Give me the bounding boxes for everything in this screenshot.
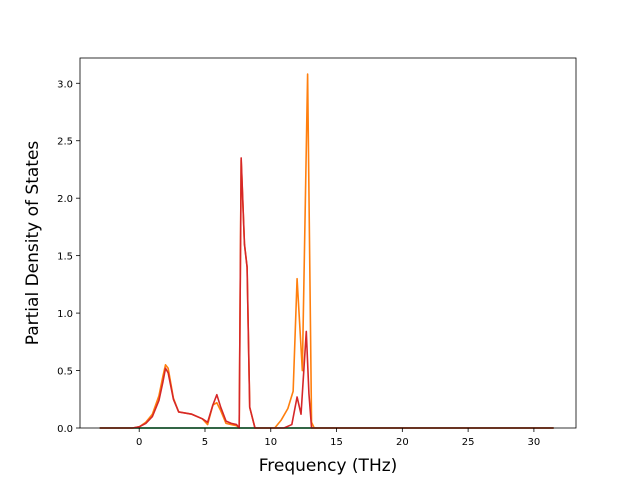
y-tick-label: 1.5 — [57, 252, 73, 263]
y-tick-label: 1.0 — [57, 309, 73, 320]
x-tick-label: 0 — [136, 437, 142, 448]
y-tick-label: 3.0 — [57, 79, 73, 90]
y-axis-ticks: 0.0 0.5 1.0 1.5 2.0 2.5 3.0 — [57, 79, 80, 435]
x-axis-ticks: 0 5 10 15 20 25 30 — [136, 428, 540, 448]
x-tick-label: 25 — [462, 437, 475, 448]
x-tick-label: 10 — [264, 437, 277, 448]
x-tick-label: 20 — [396, 437, 409, 448]
x-tick-label: 5 — [202, 437, 208, 448]
y-tick-label: 0.0 — [57, 424, 73, 435]
y-tick-label: 2.0 — [57, 194, 73, 205]
x-axis-label: Frequency (THz) — [259, 456, 398, 476]
x-tick-label: 30 — [528, 437, 541, 448]
axes-frame — [79, 57, 577, 429]
x-tick-label: 15 — [330, 437, 343, 448]
series-line-3 — [99, 157, 554, 429]
y-tick-label: 0.5 — [57, 367, 73, 378]
y-axis-label: Partial Density of States — [23, 141, 43, 346]
y-tick-label: 2.5 — [57, 137, 73, 148]
